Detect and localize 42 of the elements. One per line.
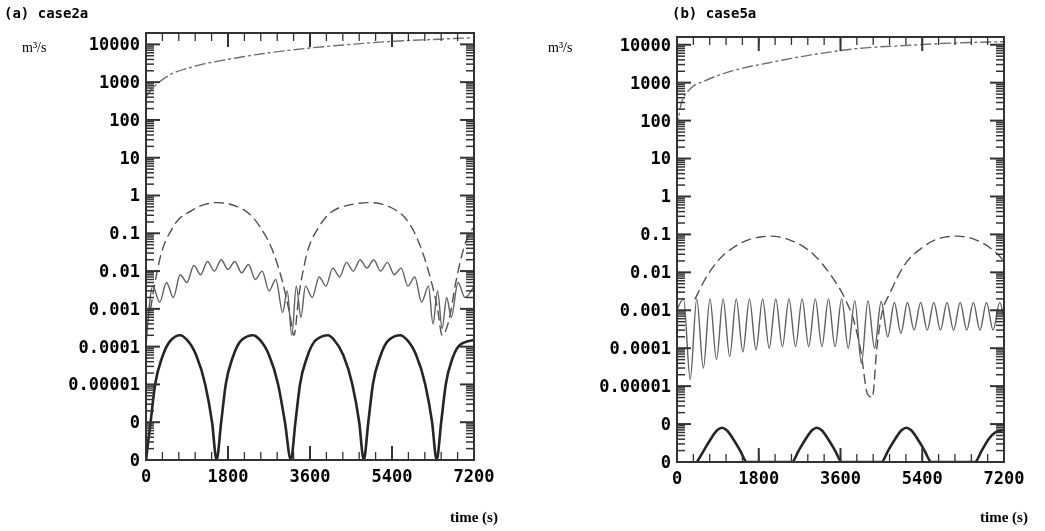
line-series: [146, 333, 474, 460]
chart-title: (b) case5a: [672, 5, 757, 21]
y-tick-label: 0.0001: [609, 338, 671, 359]
x-tick-label: 3600: [289, 466, 331, 486]
y-tick-label: 0.0001: [78, 336, 140, 357]
y-tick-label: 10000: [619, 34, 671, 55]
x-tick-label: 7200: [983, 468, 1025, 488]
line-series: [694, 235, 1004, 399]
x-tick-label: 7200: [453, 466, 495, 486]
y-tick-label: 1000: [630, 72, 671, 93]
y-tick-label: 0.00001: [599, 376, 671, 397]
y-tick-label: 0.1: [109, 223, 140, 244]
x-tick-label: 1800: [207, 466, 249, 486]
y-tick-label: 0: [660, 451, 671, 472]
y-axis-title: m³/s: [22, 40, 47, 55]
y-tick-label: 0: [129, 449, 140, 470]
y-tick-label: 100: [109, 109, 140, 130]
x-tick-label: 5400: [371, 466, 413, 486]
y-tick-label: 0.01: [99, 261, 140, 282]
x-axis-title: time (s): [980, 509, 1028, 526]
y-tick-label: 1000: [99, 72, 140, 93]
x-axis-title: time (s): [450, 509, 498, 526]
y-tick-label: 0.00001: [68, 374, 140, 395]
y-tick-label: 0.001: [619, 300, 671, 321]
y-tick-label: 10: [650, 148, 671, 169]
y-tick-label: 10: [119, 147, 140, 168]
y-tick-label: 10000: [88, 34, 140, 55]
y-axis-title: m³/s: [548, 40, 573, 55]
x-tick-label: 3600: [820, 468, 861, 488]
x-tick-label: 1800: [738, 468, 780, 488]
x-tick-label: 5400: [901, 468, 943, 488]
y-tick-label: 1: [129, 185, 140, 206]
line-series: [677, 298, 1004, 381]
y-tick-label: 0: [129, 412, 140, 433]
y-tick-label: 0: [660, 414, 671, 435]
y-tick-label: 1: [660, 186, 671, 207]
chart-title: (a) case2a: [4, 5, 89, 21]
y-tick-label: 0.01: [630, 262, 671, 283]
y-tick-label: 0.001: [88, 298, 140, 319]
line-series: [149, 201, 474, 336]
y-tick-label: 100: [640, 110, 671, 131]
y-tick-label: 0.1: [640, 224, 671, 245]
